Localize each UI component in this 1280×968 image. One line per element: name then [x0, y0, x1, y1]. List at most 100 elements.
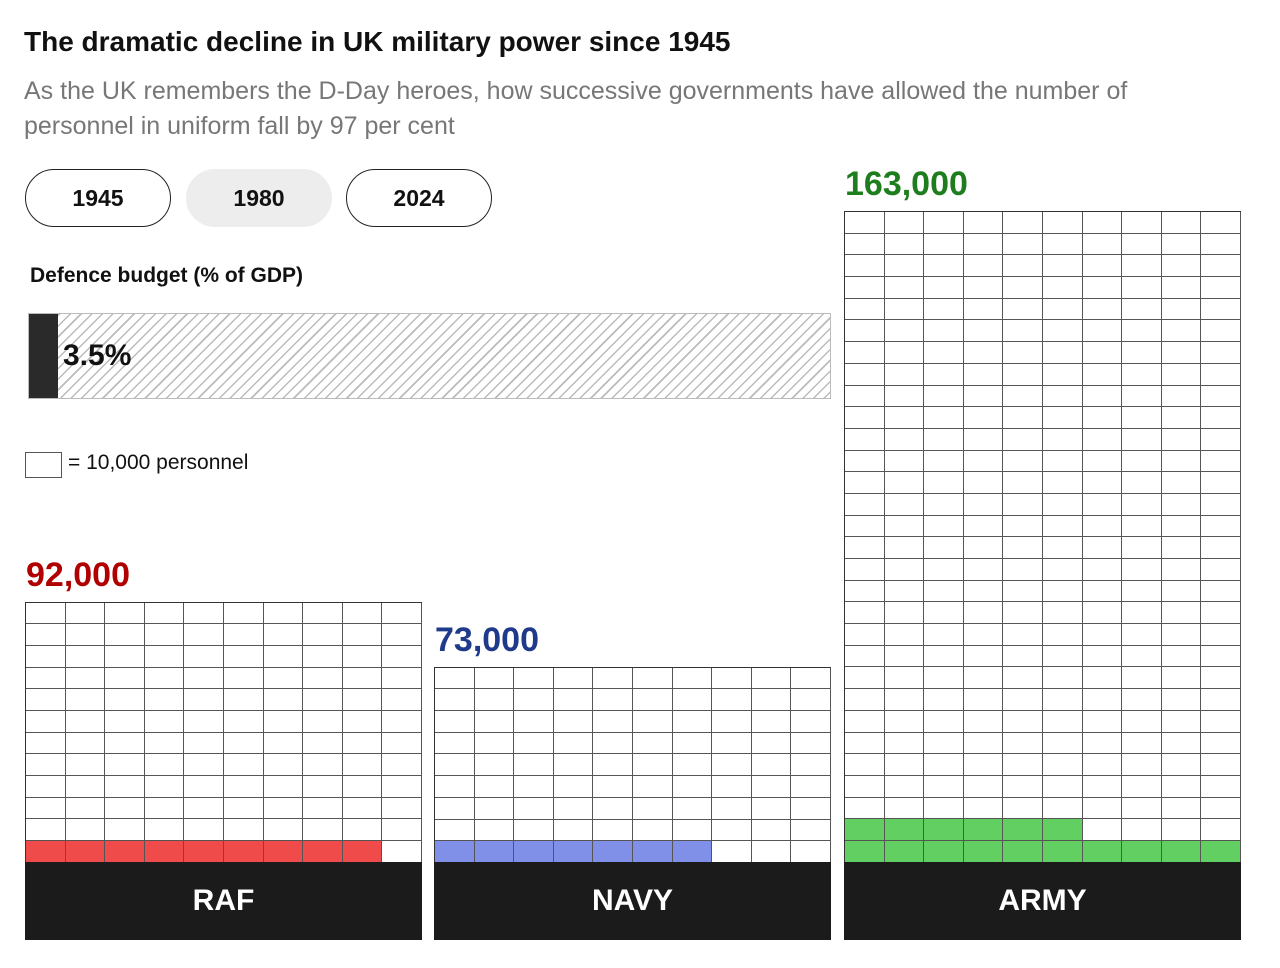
- waffle-cell: [1201, 624, 1241, 646]
- waffle-cell: [435, 689, 475, 712]
- waffle-cell: [712, 689, 752, 712]
- waffle-cell: [303, 754, 343, 777]
- waffle-cell: [1122, 515, 1162, 538]
- waffle-cell: [845, 710, 885, 733]
- waffle-cell: [924, 472, 964, 494]
- waffle-cell: [1082, 819, 1123, 841]
- waffle-cell: [845, 407, 885, 429]
- waffle-cell-filled: [884, 819, 925, 841]
- waffle-cell-filled: [672, 841, 713, 863]
- waffle-cell-filled: [1122, 840, 1162, 863]
- waffle-cell: [1201, 580, 1241, 603]
- waffle-cell: [924, 493, 964, 516]
- year-button-1945[interactable]: 1945: [25, 169, 171, 227]
- waffle-cell: [963, 407, 1004, 429]
- waffle-cell: [924, 775, 964, 798]
- waffle-cell: [105, 667, 145, 690]
- waffle-cell: [1042, 754, 1083, 776]
- waffle-cell: [1201, 212, 1241, 234]
- waffle-cell: [1042, 559, 1083, 581]
- waffle-cell: [1082, 385, 1123, 408]
- waffle-cell: [1082, 298, 1123, 321]
- waffle-cell: [435, 711, 475, 733]
- waffle-cell: [924, 689, 964, 711]
- waffle-cell: [1042, 667, 1083, 690]
- waffle-cell: [1161, 580, 1202, 603]
- waffle-cell: [924, 233, 964, 256]
- waffle-cell-filled: [303, 841, 343, 863]
- waffle-cell: [144, 732, 185, 755]
- waffle-cell: [1003, 363, 1043, 386]
- waffle-cell: [65, 732, 106, 755]
- waffle-cell: [791, 819, 831, 842]
- waffle-cell: [1003, 298, 1043, 321]
- waffle-cell-filled: [963, 840, 1004, 863]
- waffle-cell: [263, 819, 304, 842]
- waffle-cell-filled: [223, 841, 264, 863]
- waffle-cell: [963, 580, 1004, 603]
- waffle-cell: [1161, 819, 1202, 841]
- waffle-cell: [632, 797, 673, 820]
- waffle-cell: [751, 797, 792, 820]
- waffle-cell-filled: [1082, 840, 1123, 863]
- waffle-cell: [1161, 667, 1202, 690]
- waffle-cell-filled: [845, 819, 885, 841]
- waffle-cell: [884, 624, 925, 646]
- waffle-cell: [553, 667, 594, 690]
- waffle-cell: [184, 602, 224, 625]
- waffle-cell-filled: [144, 841, 185, 863]
- waffle-cell: [963, 472, 1004, 494]
- waffle-cell: [1082, 342, 1123, 364]
- chart-title: The dramatic decline in UK military powe…: [24, 26, 731, 57]
- waffle-cell: [884, 363, 925, 386]
- waffle-cell: [1122, 277, 1162, 299]
- waffle-grid-army: [844, 211, 1241, 863]
- waffle-cell: [105, 776, 145, 798]
- waffle-cell: [1082, 732, 1123, 755]
- waffle-cell: [963, 754, 1004, 776]
- waffle-cell: [1201, 819, 1241, 841]
- waffle-cell: [1003, 407, 1043, 429]
- waffle-cell: [1082, 775, 1123, 798]
- waffle-cell: [712, 711, 752, 733]
- waffle-cell: [963, 689, 1004, 711]
- waffle-cell: [1082, 645, 1123, 668]
- waffle-cell: [845, 515, 885, 538]
- waffle-cell: [26, 689, 66, 712]
- waffle-cell: [593, 797, 633, 820]
- waffle-cell: [712, 776, 752, 798]
- waffle-cell: [845, 754, 885, 776]
- waffle-cell: [845, 580, 885, 603]
- waffle-cell: [105, 754, 145, 777]
- waffle-cell: [144, 754, 185, 777]
- waffle-cell: [1122, 559, 1162, 581]
- year-button-2024[interactable]: 2024: [346, 169, 492, 227]
- waffle-cell: [884, 775, 925, 798]
- waffle-cell: [1082, 710, 1123, 733]
- waffle-cell-filled: [514, 841, 554, 863]
- waffle-cell-filled: [1003, 819, 1043, 841]
- year-button-1980[interactable]: 1980: [186, 169, 332, 227]
- waffle-cell: [963, 797, 1004, 820]
- waffle-cell: [144, 711, 185, 733]
- waffle-cell: [845, 537, 885, 559]
- waffle-cell-filled: [924, 819, 964, 841]
- waffle-cell: [593, 819, 633, 842]
- waffle-cell: [963, 515, 1004, 538]
- waffle-cell: [1042, 212, 1083, 234]
- waffle-cell: [1122, 689, 1162, 711]
- waffle-cell: [672, 732, 713, 755]
- waffle-cell: [1122, 472, 1162, 494]
- waffle-cell: [435, 797, 475, 820]
- waffle-cell: [1042, 775, 1083, 798]
- waffle-cell: [1082, 450, 1123, 473]
- waffle-cell: [1161, 212, 1202, 234]
- waffle-cell-filled: [1161, 840, 1202, 863]
- waffle-cell: [924, 298, 964, 321]
- waffle-cell: [924, 515, 964, 538]
- waffle-cell: [342, 819, 383, 842]
- waffle-cell-filled: [342, 841, 383, 863]
- waffle-cell: [105, 711, 145, 733]
- category-label-navy: NAVY: [434, 862, 831, 940]
- waffle-cell-filled: [1042, 819, 1083, 841]
